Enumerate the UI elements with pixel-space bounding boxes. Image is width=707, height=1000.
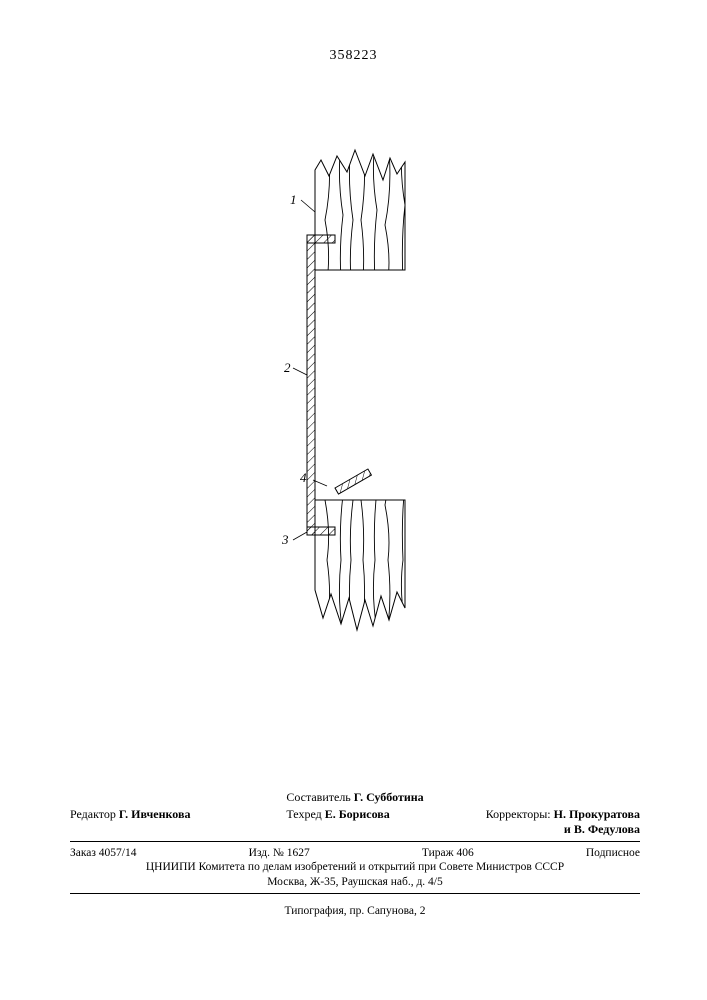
callout-4: 4 (300, 470, 307, 486)
page-number: 358223 (0, 48, 707, 64)
techred-col: Техред Е. Борисова (286, 807, 389, 837)
callout-1: 1 (290, 192, 297, 208)
techred-label: Техред (286, 807, 321, 821)
order-no: Заказ 4057/14 (70, 846, 137, 860)
address-line: Москва, Ж-35, Раушская наб., д. 4/5 (70, 875, 640, 889)
tirazh: Тираж 406 (422, 846, 474, 860)
credits-block: Составитель Г. Субботина Редактор Г. Ивч… (70, 790, 640, 919)
compiler-name: Г. Субботина (354, 790, 424, 804)
corrector-name-1: Н. Прокуратова (554, 807, 640, 821)
techred-name: Е. Борисова (325, 807, 390, 821)
committee-line: ЦНИИПИ Комитета по делам изобретений и о… (70, 860, 640, 874)
technical-figure (265, 140, 445, 660)
corrector-col: Корректоры: Н. Прокуратова и В. Федулова (486, 807, 640, 837)
callout-3: 3 (282, 532, 289, 548)
editor-col: Редактор Г. Ивченкова (70, 807, 190, 837)
corrector-label: Корректоры: (486, 807, 551, 821)
divider-1 (70, 841, 640, 842)
printer-line: Типография, пр. Сапунова, 2 (70, 904, 640, 918)
editor-name: Г. Ивченкова (119, 807, 191, 821)
editorial-line: Редактор Г. Ивченкова Техред Е. Борисова… (70, 807, 640, 837)
izd-no: Изд. № 1627 (249, 846, 310, 860)
compiler-label: Составитель (286, 790, 350, 804)
compiler-line: Составитель Г. Субботина (70, 790, 640, 805)
callout-2: 2 (284, 360, 291, 376)
editor-label: Редактор (70, 807, 116, 821)
divider-2 (70, 893, 640, 894)
corrector-name-2: и В. Федулова (564, 822, 640, 836)
podpisnoe: Подписное (586, 846, 640, 860)
imprint-line-1: Заказ 4057/14 Изд. № 1627 Тираж 406 Подп… (70, 846, 640, 860)
